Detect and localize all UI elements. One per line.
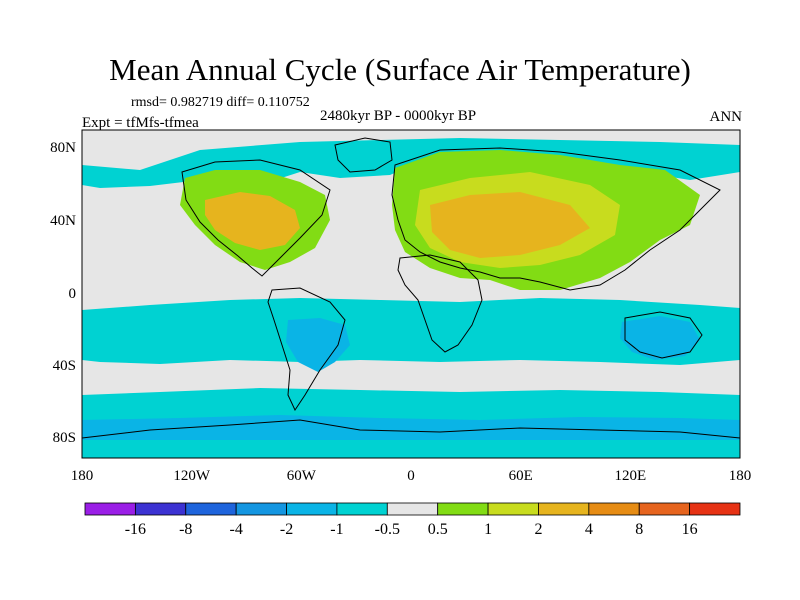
coastline-eurasia [391, 147, 721, 291]
season-label: ANN [709, 109, 743, 125]
colorbar [84, 502, 741, 516]
colorbar-swatch [638, 502, 691, 516]
colorbar-label: -2 [280, 521, 293, 538]
coastline-north-america [181, 159, 331, 277]
coastline-africa [397, 254, 483, 353]
colorbar-label: -0.5 [375, 521, 400, 538]
australia-cool-region [620, 316, 700, 360]
antarctic-colder-band [82, 415, 740, 440]
longitude-labels: 180 120W 60W 0 60E 120E 180 [71, 468, 752, 484]
colorbar-swatch [185, 502, 237, 516]
lat-label: 40N [50, 213, 76, 229]
colorbar-swatch [588, 502, 640, 516]
coastline-south-america [267, 287, 346, 412]
colorbar-label: 8 [635, 521, 643, 538]
coastline-greenland [334, 137, 393, 173]
lon-label: 0 [407, 468, 415, 484]
experiment-label: Expt = tfMfs-tfmea [82, 115, 199, 131]
eurasia-hot-core [430, 192, 590, 258]
colorbar-swatch [286, 502, 338, 516]
north-america-hot-core [205, 192, 300, 250]
map-plot-area [82, 130, 740, 458]
colorbar-swatch [538, 502, 590, 516]
lat-label: 0 [69, 286, 77, 302]
lat-label: 80N [50, 140, 76, 156]
colorbar-labels: -16 -8 -4 -2 -1 -0.5 0.5 1 2 4 8 16 [125, 521, 698, 538]
colorbar-label: -1 [330, 521, 343, 538]
colorbar-label: 16 [682, 521, 698, 538]
lon-label: 60W [287, 468, 317, 484]
colorbar-swatch [235, 502, 287, 516]
rmsd-diff-stats: rmsd= 0.982719 diff= 0.110752 [131, 95, 310, 110]
colorbar-swatch [437, 502, 489, 516]
lat-label: 40S [53, 358, 76, 374]
colorbar-swatch [487, 502, 539, 516]
lon-label: 180 [71, 468, 94, 484]
lon-label: 120W [173, 468, 211, 484]
map-title: Mean Annual Cycle (Surface Air Temperatu… [109, 52, 691, 87]
colorbar-label: -4 [229, 521, 242, 538]
lon-label: 120E [614, 468, 646, 484]
map-frame [81, 129, 741, 459]
colorbar-label: 2 [534, 521, 542, 538]
latitude-labels: 80N 40N 0 40S 80S [50, 140, 76, 446]
coastlines [82, 137, 740, 439]
colorbar-label: -16 [125, 521, 146, 538]
colorbar-swatch [336, 502, 388, 516]
colorbar-label: -8 [179, 521, 192, 538]
coastline-antarctica [82, 419, 740, 439]
lon-label: 60E [509, 468, 533, 484]
time-period-label: 2480kyr BP - 0000kyr BP [320, 108, 477, 124]
southern-ocean-band [82, 298, 740, 365]
colorbar-swatch [134, 502, 187, 516]
south-america-cool-region [286, 318, 350, 372]
colorbar-label: 1 [484, 521, 492, 538]
colorbar-swatch [689, 502, 741, 516]
lat-label: 80S [53, 430, 76, 446]
colorbar-label: 4 [585, 521, 593, 538]
colorbar-swatch [84, 502, 136, 516]
coastline-australia [624, 311, 703, 359]
lon-label: 180 [729, 468, 752, 484]
colorbar-label: 0.5 [428, 521, 448, 538]
colorbar-swatch [386, 502, 439, 516]
